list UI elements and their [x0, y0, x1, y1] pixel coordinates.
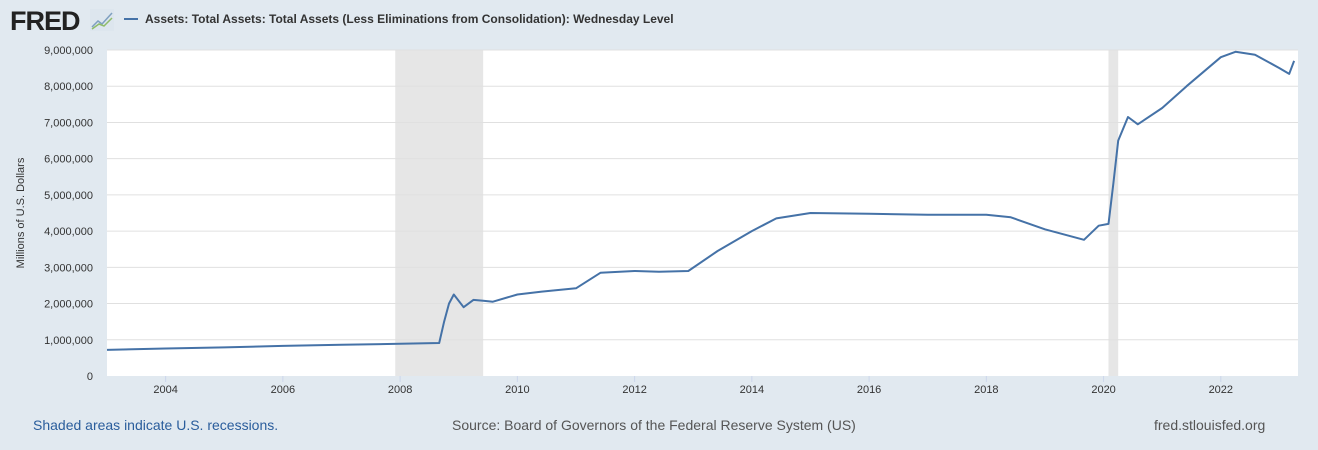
recession-band	[1108, 50, 1119, 376]
recession-band	[395, 50, 484, 376]
x-tick-label: 2014	[740, 384, 764, 396]
y-tick-label: 8,000,000	[44, 81, 93, 93]
recession-note-link[interactable]: Shaded areas indicate U.S. recessions.	[33, 417, 279, 433]
legend-swatch	[124, 18, 138, 20]
y-tick-label: 0	[87, 371, 93, 383]
legend-label: Assets: Total Assets: Total Assets (Less…	[145, 12, 674, 26]
chart-legend: Assets: Total Assets: Total Assets (Less…	[124, 12, 674, 26]
x-tick-label: 2022	[1209, 384, 1233, 396]
plot-area	[107, 50, 1298, 376]
y-tick-label: 4,000,000	[44, 226, 93, 238]
y-tick-label: 3,000,000	[44, 262, 93, 274]
x-tick-label: 2012	[622, 384, 646, 396]
x-tick-label: 2006	[271, 384, 295, 396]
y-tick-label: 7,000,000	[44, 117, 93, 129]
y-tick-label: 9,000,000	[44, 45, 93, 57]
y-tick-label: 5,000,000	[44, 190, 93, 202]
y-axis-label: Millions of U.S. Dollars	[15, 157, 27, 268]
x-tick-label: 2010	[505, 384, 529, 396]
chart-logo-icon	[90, 9, 114, 31]
x-tick-label: 2020	[1091, 384, 1115, 396]
x-tick-label: 2004	[153, 384, 177, 396]
y-tick-label: 6,000,000	[44, 154, 93, 166]
x-tick-label: 2016	[857, 384, 881, 396]
series-line	[106, 50, 1296, 351]
site-text: fred.stlouisfed.org	[1154, 417, 1266, 433]
x-tick-label: 2018	[974, 384, 998, 396]
chart: 0 1,000,000 2,000,000 3,000,000 4,000,000 5,0…	[15, 45, 1298, 396]
x-tick-label: 2008	[388, 384, 412, 396]
source-text: Source: Board of Governors of the Federa…	[452, 417, 856, 433]
y-tick-label: 1,000,000	[44, 335, 93, 347]
fred-logo[interactable]: FRED	[10, 6, 80, 36]
y-tick-label: 2,000,000	[44, 299, 93, 311]
